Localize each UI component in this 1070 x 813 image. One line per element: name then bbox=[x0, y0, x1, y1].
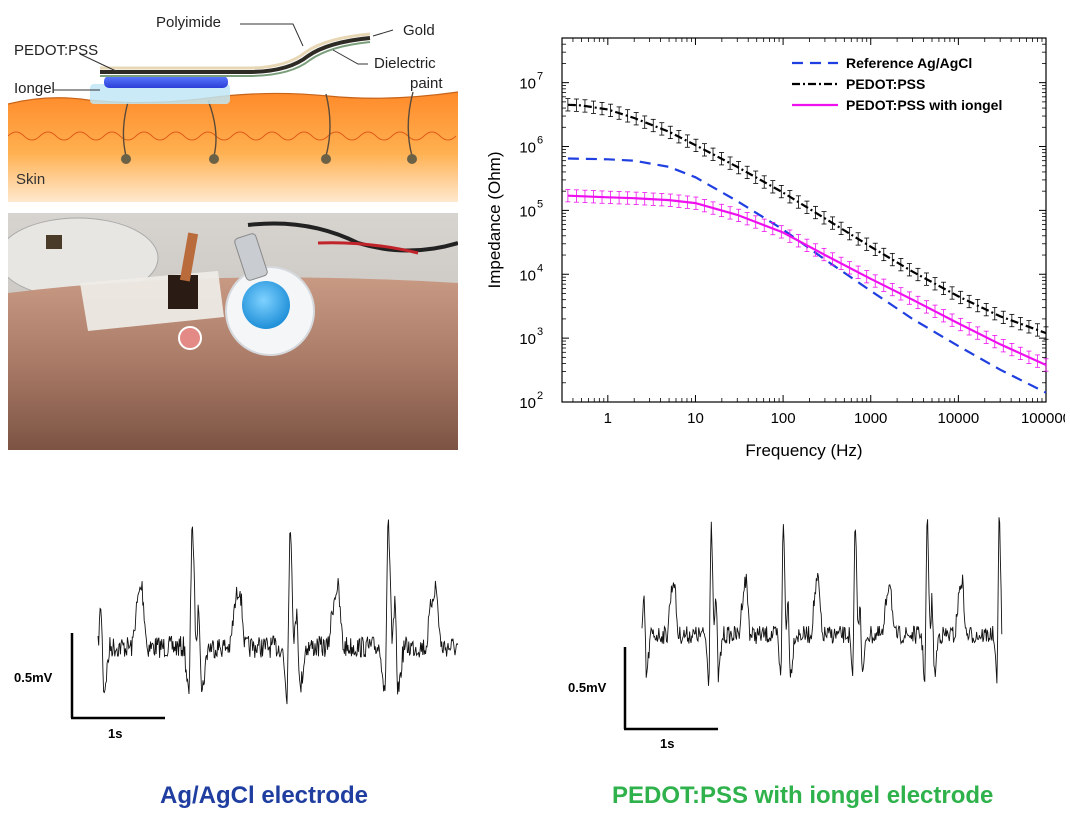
x-tick-label: 10000 bbox=[938, 410, 980, 427]
x-tick-label: 100000 bbox=[1021, 410, 1065, 427]
label-skin: Skin bbox=[16, 171, 45, 188]
label-polyimide: Polyimide bbox=[156, 14, 221, 31]
caption-pedot-iongel-electrode: PEDOT:PSS with iongel electrode bbox=[612, 782, 994, 809]
ecg-trace-agagcl: 0.5mV 1s bbox=[14, 519, 459, 741]
axis-ticks: 110100100010000100000102103104105106107 bbox=[519, 37, 1065, 427]
y-tick-label-base: 10 bbox=[519, 331, 536, 348]
y-tick-label-exp: 2 bbox=[537, 390, 543, 402]
dielectric-layer bbox=[100, 41, 371, 77]
y-tick-label-base: 10 bbox=[519, 76, 536, 93]
legend-label: PEDOT:PSS bbox=[846, 76, 925, 92]
pedot-electrode bbox=[168, 275, 198, 309]
dermis-wavy-line bbox=[8, 131, 457, 141]
x-tick-label: 1000 bbox=[854, 410, 887, 427]
x-axis-label: Frequency (Hz) bbox=[745, 441, 862, 460]
time-scale-label: 1s bbox=[660, 736, 674, 751]
snap-connector bbox=[234, 233, 268, 281]
series-line bbox=[567, 103, 1047, 335]
reference-electrode-gel bbox=[242, 281, 290, 329]
plot-frame bbox=[561, 37, 1047, 403]
label-iongel: Iongel bbox=[14, 80, 55, 97]
x-tick-label: 100 bbox=[771, 410, 796, 427]
label-pedot: PEDOT:PSS bbox=[14, 42, 98, 59]
series-reference-ag-agcl bbox=[567, 157, 1047, 394]
y-tick-label-exp: 3 bbox=[537, 326, 543, 338]
y-tick-label-base: 10 bbox=[519, 203, 536, 220]
series-pedot-pss bbox=[565, 98, 1049, 340]
voltage-scale-label: 0.5mV bbox=[568, 680, 607, 695]
voltage-scale-label: 0.5mV bbox=[14, 670, 53, 685]
legend-label: PEDOT:PSS with iongel bbox=[846, 97, 1002, 113]
legend: Reference Ag/AgCl PEDOT:PSS PEDOT:PSS with… bbox=[792, 55, 1002, 113]
series-line bbox=[567, 194, 1047, 367]
pedot-layer bbox=[104, 76, 228, 88]
ecg-waveform bbox=[641, 517, 1003, 686]
label-gold: Gold bbox=[403, 22, 435, 39]
red-cable bbox=[317, 241, 419, 255]
y-tick-label-base: 10 bbox=[519, 395, 536, 412]
caption-agagcl-electrode: Ag/AgCl electrode bbox=[160, 782, 369, 809]
ecg-waveform bbox=[97, 519, 459, 705]
leader-lines bbox=[54, 23, 394, 91]
y-tick-label-exp: 6 bbox=[537, 135, 543, 147]
label-dielectric: Dielectric bbox=[374, 55, 436, 72]
y-tick-label-base: 10 bbox=[519, 267, 536, 284]
gold-layer bbox=[100, 32, 371, 70]
hair-follicles bbox=[122, 91, 414, 157]
iongel-layer bbox=[90, 84, 230, 104]
x-tick-label: 1 bbox=[604, 410, 612, 427]
follicle-bulbs bbox=[121, 154, 417, 164]
forearm-photo bbox=[8, 213, 458, 450]
series-pedot-pss-with-iongel bbox=[565, 189, 1049, 372]
skin-layer bbox=[8, 92, 458, 202]
y-tick-label-exp: 7 bbox=[537, 71, 543, 83]
copper-clip bbox=[179, 232, 199, 282]
electrode-schematic: Polyimide Gold PEDOT:PSS Dielectric pain… bbox=[8, 14, 458, 202]
series-line bbox=[567, 157, 1047, 394]
legend-label: Reference Ag/AgCl bbox=[846, 55, 972, 71]
time-scale-label: 1s bbox=[108, 726, 122, 741]
polyimide-substrate bbox=[100, 36, 371, 74]
impedance-chart: 110100100010000100000102103104105106107 … bbox=[485, 37, 1065, 460]
y-tick-label-exp: 4 bbox=[537, 262, 543, 274]
red-contact bbox=[178, 326, 202, 350]
sample-electrode bbox=[46, 235, 62, 249]
x-tick-label: 10 bbox=[687, 410, 704, 427]
label-paint: paint bbox=[410, 75, 443, 92]
y-tick-label-exp: 5 bbox=[537, 198, 543, 210]
y-tick-label-base: 10 bbox=[519, 140, 536, 157]
ecg-trace-pedot-iongel: 0.5mV 1s bbox=[568, 517, 1003, 751]
y-axis-label: Impedance (Ohm) bbox=[485, 152, 504, 289]
data-series bbox=[565, 98, 1049, 394]
